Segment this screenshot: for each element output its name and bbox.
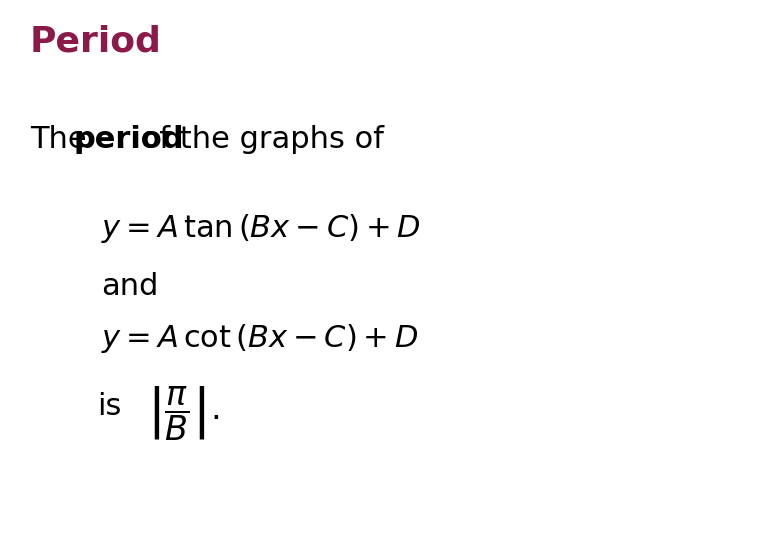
Text: $y = A\,\mathrm{cot}\,(Bx - C) + D$: $y = A\,\mathrm{cot}\,(Bx - C) + D$: [101, 322, 419, 355]
Text: $\left|\dfrac{\pi}{B}\right|.$: $\left|\dfrac{\pi}{B}\right|.$: [147, 384, 219, 443]
Text: period: period: [73, 125, 184, 154]
Text: $y = A\,\mathrm{tan}\,(Bx - C) + D$: $y = A\,\mathrm{tan}\,(Bx - C) + D$: [101, 212, 421, 245]
Text: Period: Period: [30, 25, 161, 59]
Text: of the graphs of: of the graphs of: [131, 125, 384, 154]
Text: ALWAYS LEARNING: ALWAYS LEARNING: [23, 513, 141, 526]
Text: The: The: [30, 125, 96, 154]
Text: PEARSON: PEARSON: [637, 510, 757, 530]
Text: and: and: [101, 272, 159, 301]
Text: is: is: [98, 392, 122, 421]
